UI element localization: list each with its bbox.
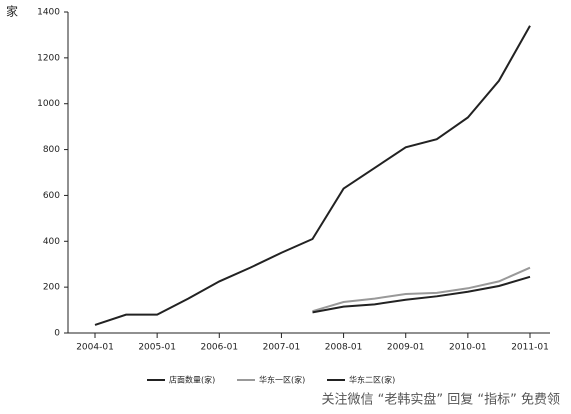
- x-tick-label: 2005-01: [138, 343, 176, 353]
- legend-label: 华东一区(家): [259, 375, 305, 385]
- x-tick-label: 2009-01: [387, 343, 425, 353]
- y-tick-label: 1200: [37, 53, 60, 63]
- x-tick-label: 2011-01: [511, 343, 549, 353]
- y-tick-label: 1400: [37, 8, 60, 18]
- x-tick-label: 2008-01: [325, 343, 363, 353]
- watermark: 关注微信 “老韩实盘” 回复 “指标” 免费领: [322, 392, 560, 408]
- y-tick-label: 800: [43, 145, 60, 155]
- y-tick-label: 400: [43, 237, 60, 247]
- series-line: [94, 25, 531, 326]
- y-unit: 家: [6, 4, 18, 19]
- x-tick-label: 2006-01: [200, 343, 238, 353]
- y-tick-label: 0: [54, 329, 60, 339]
- legend-label: 华东二区(家): [349, 375, 395, 385]
- y-tick-label: 200: [43, 283, 60, 293]
- x-tick-label: 2010-01: [449, 343, 487, 353]
- x-tick-label: 2004-01: [76, 343, 114, 353]
- y-tick-label: 600: [43, 191, 60, 201]
- legend-label: 店面数量(家): [169, 375, 215, 385]
- series-line: [312, 275, 531, 314]
- series-line: [312, 266, 531, 313]
- x-tick-label: 2007-01: [263, 343, 301, 353]
- y-tick-label: 1000: [37, 99, 60, 109]
